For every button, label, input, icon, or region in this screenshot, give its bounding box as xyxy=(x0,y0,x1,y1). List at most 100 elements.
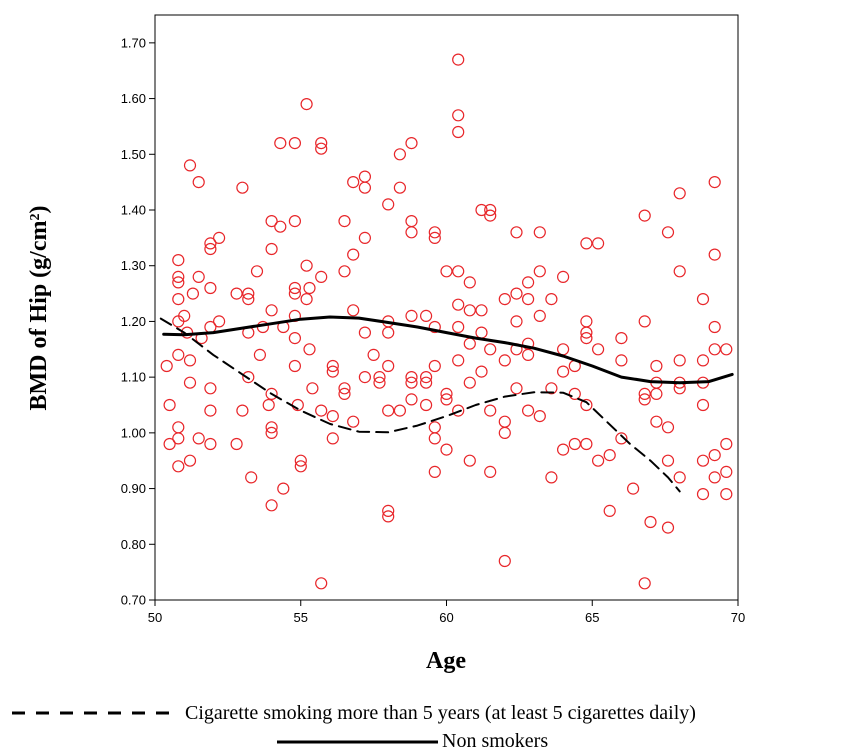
data-point xyxy=(463,376,476,389)
data-point xyxy=(673,471,686,484)
data-point xyxy=(172,293,185,306)
data-point xyxy=(603,504,616,517)
data-point xyxy=(213,231,226,244)
data-point xyxy=(696,293,710,306)
data-point xyxy=(300,293,313,306)
data-point xyxy=(650,415,663,428)
y-tick-label: 1.10 xyxy=(121,370,146,385)
x-tick-label: 65 xyxy=(585,610,599,625)
data-point xyxy=(580,332,593,345)
data-point xyxy=(192,176,205,189)
data-point xyxy=(300,259,313,272)
data-point xyxy=(510,287,523,300)
data-point xyxy=(315,270,328,283)
data-point xyxy=(428,226,441,239)
data-point xyxy=(463,454,476,467)
data-point xyxy=(556,365,570,378)
data-point xyxy=(213,315,226,328)
y-tick-label: 1.40 xyxy=(121,203,146,218)
data-point xyxy=(393,404,406,417)
data-point xyxy=(498,354,511,367)
plot-area xyxy=(154,14,739,601)
data-point xyxy=(484,209,497,222)
y-axis-title-main: BMD of Hip (g/cm xyxy=(26,221,52,411)
data-point xyxy=(172,254,185,267)
data-point xyxy=(650,387,663,400)
data-point xyxy=(358,231,371,244)
data-point xyxy=(580,437,593,451)
scatter-points xyxy=(160,53,733,590)
data-point xyxy=(696,354,710,367)
data-point xyxy=(428,465,441,478)
data-point xyxy=(498,426,511,439)
data-point xyxy=(475,203,488,217)
data-point xyxy=(236,404,249,417)
data-point xyxy=(452,320,465,334)
data-point xyxy=(160,359,173,373)
x-axis-title: Age xyxy=(426,648,466,674)
data-point xyxy=(428,359,441,373)
data-point xyxy=(405,376,418,389)
data-point xyxy=(591,343,605,356)
data-point xyxy=(183,376,197,389)
data-point xyxy=(533,309,546,322)
data-point xyxy=(580,398,593,412)
data-point xyxy=(204,382,217,395)
data-point xyxy=(382,404,395,417)
data-point xyxy=(484,203,497,217)
smokers-fit-line xyxy=(159,317,681,493)
y-tick-label: 1.30 xyxy=(121,258,146,273)
data-point xyxy=(393,181,406,194)
data-point xyxy=(204,437,217,451)
y-tick-label: 1.00 xyxy=(121,425,146,440)
data-point xyxy=(626,482,640,495)
data-point xyxy=(288,281,301,295)
data-point xyxy=(720,465,733,478)
data-point xyxy=(242,287,255,300)
data-point xyxy=(568,387,581,400)
data-point xyxy=(303,343,316,356)
data-point xyxy=(452,404,465,417)
data-point xyxy=(533,226,546,239)
data-point xyxy=(405,226,418,239)
data-point xyxy=(638,577,651,590)
data-point xyxy=(163,398,176,412)
data-point xyxy=(498,293,511,306)
y-axis-title: BMD of Hip (g/cm2) xyxy=(26,206,52,411)
data-point xyxy=(288,215,301,228)
data-point xyxy=(452,265,465,278)
data-point xyxy=(463,276,476,289)
data-point xyxy=(661,454,675,467)
data-point xyxy=(696,398,710,412)
data-point xyxy=(696,488,710,501)
data-point xyxy=(382,359,395,373)
data-point xyxy=(373,376,386,389)
data-point xyxy=(661,226,675,239)
data-point xyxy=(696,454,710,467)
data-point xyxy=(265,215,278,228)
data-point xyxy=(673,354,686,367)
data-point xyxy=(347,304,360,317)
data-point xyxy=(382,326,395,339)
data-point xyxy=(358,181,371,194)
data-point xyxy=(452,298,465,311)
data-point xyxy=(373,371,386,384)
data-point xyxy=(172,348,185,361)
data-point xyxy=(498,554,511,568)
data-point xyxy=(326,432,339,445)
data-point xyxy=(661,521,675,534)
data-point xyxy=(521,276,535,289)
data-point xyxy=(545,293,558,306)
data-point xyxy=(326,359,339,373)
data-point xyxy=(265,304,278,317)
data-point xyxy=(580,237,593,250)
data-point xyxy=(615,354,628,367)
data-point xyxy=(484,465,497,478)
data-point xyxy=(521,404,535,417)
data-point xyxy=(172,270,185,283)
data-point xyxy=(405,393,418,406)
data-point xyxy=(568,437,581,451)
data-point xyxy=(338,265,351,278)
data-point xyxy=(300,97,313,111)
